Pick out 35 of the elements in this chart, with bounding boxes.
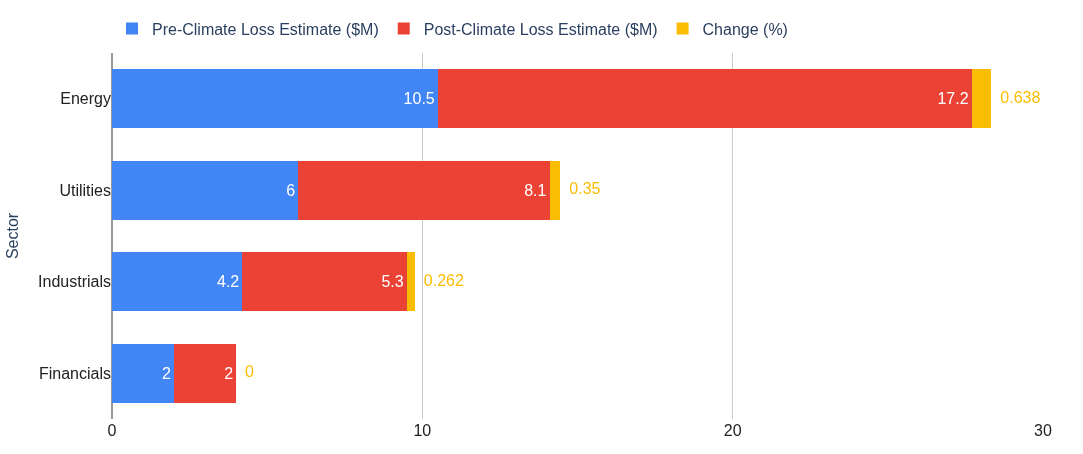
legend-label: Pre-Climate Loss Estimate ($M) (152, 20, 379, 38)
data-label: 0.638 (991, 88, 1041, 106)
legend-label: Change (%) (702, 20, 788, 38)
bar (971, 69, 992, 129)
bar (242, 252, 407, 312)
data-label: 17.2 (937, 90, 969, 108)
y-tick-label: Industrials (38, 273, 111, 291)
data-label: 5.3 (381, 273, 404, 291)
bar (174, 343, 237, 403)
y-tick-label: Energy (60, 90, 111, 108)
data-label: 4.2 (217, 273, 240, 291)
bar (112, 160, 299, 220)
data-label: 10.5 (403, 90, 435, 108)
data-label: 0.35 (560, 180, 601, 198)
bar (406, 252, 415, 312)
data-label: 6 (286, 181, 296, 199)
x-tick-label: 20 (723, 422, 742, 439)
x-tick-label: 0 (107, 422, 117, 439)
data-label: 0 (236, 363, 255, 381)
y-axis-title: Sector (3, 212, 21, 260)
data-label: 8.1 (524, 181, 547, 199)
data-label: 2 (162, 364, 172, 382)
bar (112, 69, 438, 129)
bar (112, 252, 243, 312)
bar (112, 343, 175, 403)
x-tick-label: 30 (1034, 422, 1052, 439)
bar (298, 160, 550, 220)
data-label: 2 (224, 364, 234, 382)
bar (549, 160, 561, 220)
x-tick-label: 10 (413, 422, 432, 439)
y-tick-label: Financials (38, 364, 111, 382)
bar (437, 69, 972, 129)
legend-label: Post-Climate Loss Estimate ($M) (423, 20, 658, 38)
data-label: 0.262 (414, 271, 464, 289)
y-tick-label: Utilities (59, 181, 111, 199)
